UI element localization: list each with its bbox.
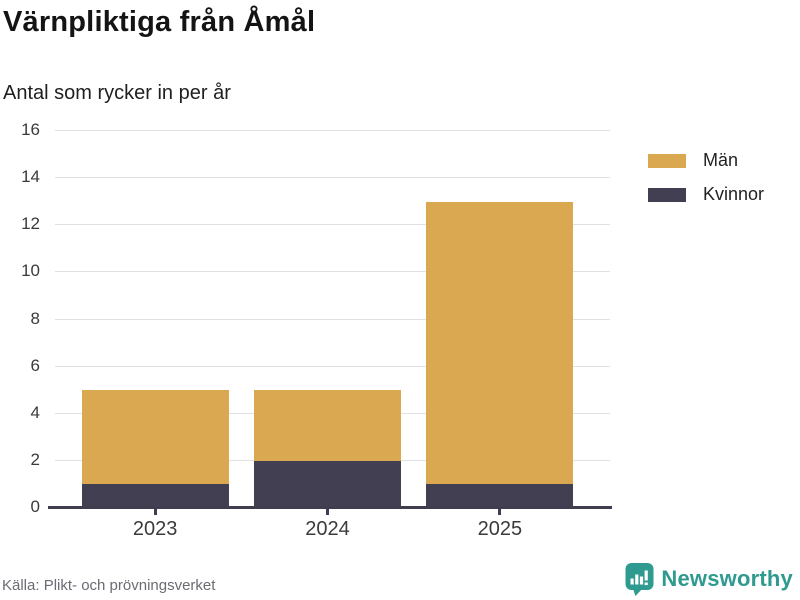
y-tick-label: 6: [30, 355, 40, 375]
y-tick-label: 4: [30, 402, 40, 422]
gridline: [55, 177, 610, 179]
bar-segment-kvinnor-2025: [426, 484, 574, 508]
y-tick-label: 14: [21, 167, 40, 187]
x-axis-line: [48, 506, 612, 509]
gridline: [55, 318, 610, 320]
x-axis-tick: [498, 509, 502, 515]
y-tick-label: 16: [21, 120, 40, 139]
bar-segment-kvinnor-2024: [254, 460, 401, 508]
gridline: [55, 271, 610, 273]
legend-label: Män: [703, 150, 739, 170]
y-tick-label: 0: [30, 497, 40, 516]
chart-title: Värnpliktiga från Åmål: [3, 6, 316, 38]
x-axis-tick: [153, 509, 157, 515]
legend-item: Män: [648, 150, 764, 171]
legend-swatch: [648, 187, 686, 202]
y-tick-label: 8: [30, 308, 40, 328]
legend: Män Kvinnor: [648, 150, 764, 218]
bar-segment-män-2024: [254, 390, 401, 461]
x-tick-label: 2025: [477, 518, 523, 540]
newsworthy-icon: [625, 562, 654, 596]
legend-swatch: [648, 153, 686, 168]
source-note: Källa: Plikt- och prövningsverket: [2, 577, 216, 594]
x-tick-label: 2023: [132, 518, 178, 540]
legend-item: Kvinnor: [648, 184, 764, 205]
bar-segment-kvinnor-2023: [81, 484, 229, 508]
gridline: [55, 130, 610, 131]
newsworthy-logo: Newsworthy: [625, 562, 793, 596]
y-tick-label: 2: [30, 449, 40, 469]
bar-segment-män-2023: [81, 390, 229, 485]
x-axis-tick: [326, 509, 329, 515]
legend-label: Kvinnor: [703, 184, 765, 204]
plot-area: [48, 130, 612, 515]
bar-segment-män-2025: [426, 201, 574, 485]
y-tick-label: 10: [21, 261, 40, 281]
x-tick-label: 2024: [305, 518, 350, 540]
gridline: [55, 224, 610, 226]
y-tick-label: 12: [21, 214, 40, 234]
gridline: [55, 365, 610, 367]
chart-subtitle: Antal som rycker in per år: [3, 82, 231, 104]
brand-name: Newsworthy: [661, 566, 793, 591]
